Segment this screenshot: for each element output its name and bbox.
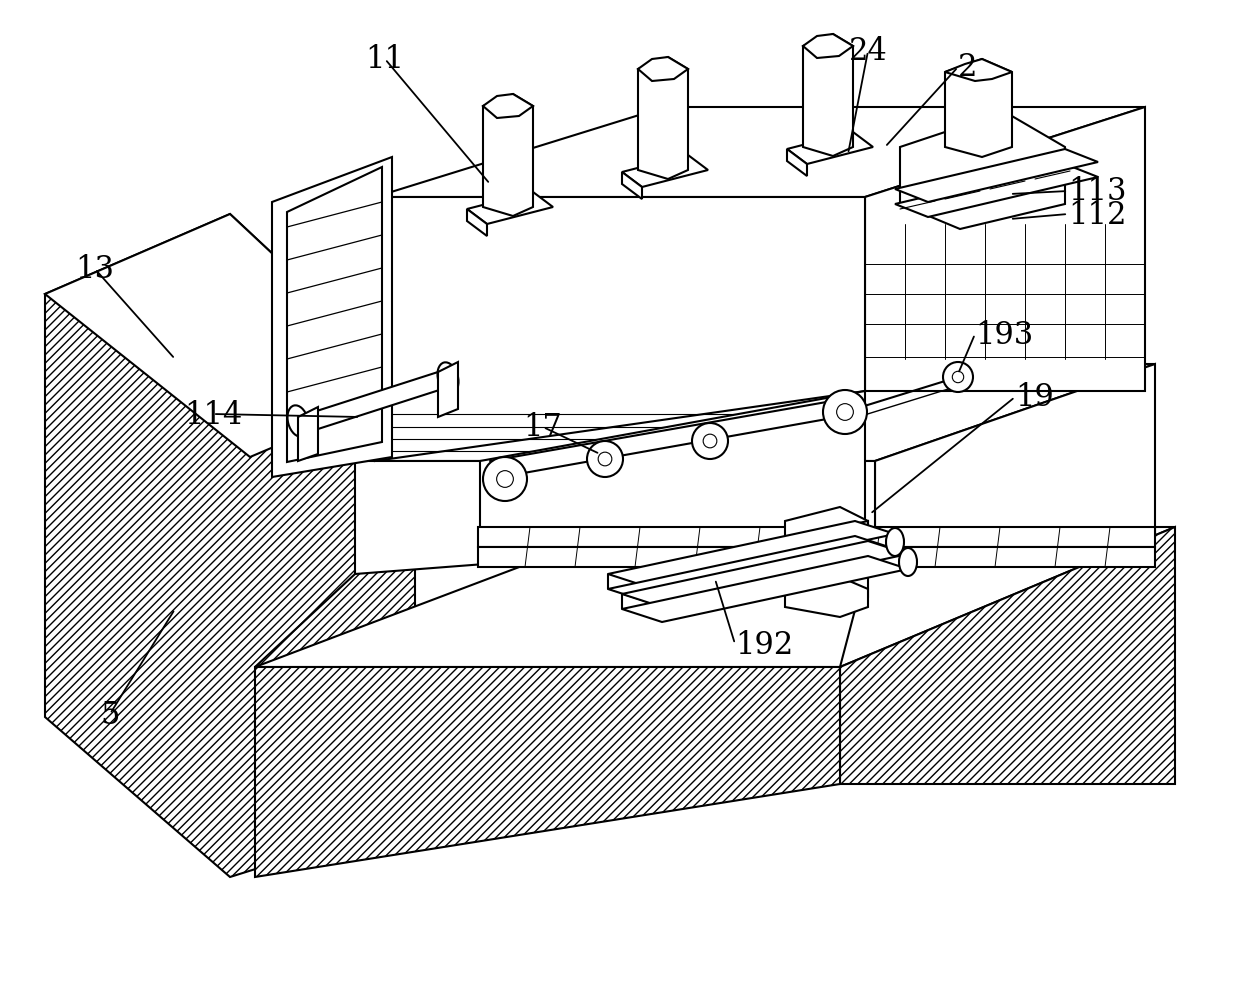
Polygon shape <box>467 193 553 225</box>
Circle shape <box>943 363 973 392</box>
Circle shape <box>497 471 513 487</box>
Polygon shape <box>622 557 908 623</box>
Circle shape <box>704 434 717 448</box>
Polygon shape <box>787 149 807 177</box>
Polygon shape <box>945 60 1012 157</box>
Text: 113: 113 <box>1068 177 1126 208</box>
Polygon shape <box>439 363 458 417</box>
Text: 11: 11 <box>366 44 404 75</box>
Polygon shape <box>875 365 1155 535</box>
Polygon shape <box>299 407 318 461</box>
Ellipse shape <box>900 549 917 577</box>
Polygon shape <box>255 667 840 878</box>
Text: 17: 17 <box>524 412 563 443</box>
Polygon shape <box>467 210 487 237</box>
Text: 192: 192 <box>735 629 793 660</box>
Polygon shape <box>45 215 415 878</box>
Polygon shape <box>900 113 1066 230</box>
Polygon shape <box>622 155 707 188</box>
Polygon shape <box>786 578 869 618</box>
Circle shape <box>587 441 623 477</box>
Polygon shape <box>786 508 869 540</box>
Polygon shape <box>375 198 865 461</box>
Text: 112: 112 <box>1068 200 1126 231</box>
Polygon shape <box>483 95 533 217</box>
Polygon shape <box>255 528 1175 667</box>
Polygon shape <box>45 215 415 457</box>
Polygon shape <box>840 528 1175 784</box>
Text: 24: 24 <box>849 36 887 67</box>
Polygon shape <box>895 164 1098 218</box>
Text: 193: 193 <box>975 319 1033 350</box>
Ellipse shape <box>437 363 458 394</box>
Polygon shape <box>478 528 1155 548</box>
Ellipse shape <box>287 406 309 437</box>
Polygon shape <box>840 522 869 605</box>
Polygon shape <box>356 461 875 575</box>
Text: 114: 114 <box>183 399 242 430</box>
Text: 2: 2 <box>958 52 978 83</box>
Circle shape <box>483 457 527 502</box>
Ellipse shape <box>886 529 904 557</box>
Circle shape <box>953 372 964 383</box>
Polygon shape <box>375 108 1145 198</box>
Polygon shape <box>287 168 382 462</box>
Polygon shape <box>608 522 895 588</box>
Polygon shape <box>803 35 852 59</box>
Polygon shape <box>622 542 908 608</box>
Polygon shape <box>483 95 533 119</box>
Polygon shape <box>479 391 865 535</box>
Polygon shape <box>608 537 895 603</box>
Polygon shape <box>622 173 642 200</box>
Text: 5: 5 <box>100 699 120 730</box>
Circle shape <box>836 404 854 421</box>
Polygon shape <box>356 365 1155 461</box>
Polygon shape <box>478 548 1155 568</box>
Polygon shape <box>787 132 873 164</box>
Polygon shape <box>895 149 1098 203</box>
Text: 13: 13 <box>76 254 114 285</box>
Polygon shape <box>803 35 852 156</box>
Polygon shape <box>273 157 392 477</box>
Polygon shape <box>299 373 458 429</box>
Polygon shape <box>945 60 1012 82</box>
Circle shape <box>598 452 612 466</box>
Circle shape <box>693 423 729 459</box>
Polygon shape <box>638 58 688 82</box>
Polygon shape <box>865 108 1145 391</box>
Circle shape <box>823 390 867 434</box>
Polygon shape <box>638 58 688 180</box>
Text: 19: 19 <box>1015 382 1053 413</box>
